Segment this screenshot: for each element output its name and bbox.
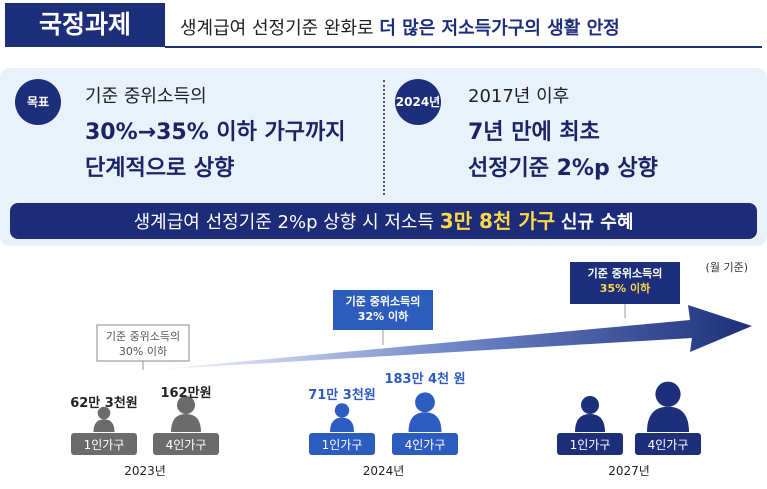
banner-suffix: 신규 수혜 <box>560 212 634 233</box>
year-label: 2023년 <box>124 464 166 478</box>
milestone-line: 7년 만에 최초 <box>468 120 600 145</box>
header-rule <box>165 46 762 48</box>
callout-box <box>570 262 680 304</box>
person-icon <box>177 396 195 414</box>
callout-box <box>333 290 433 330</box>
banner-text: 생계급여 선정기준 2%p 상향 시 저소득 <box>133 212 435 233</box>
year-label: 2024년 <box>363 464 405 478</box>
goal-badge: 목표 <box>15 79 61 125</box>
household-label: 1인가구 <box>84 438 125 452</box>
callout-text: 32% 이하 <box>358 309 409 323</box>
household-label: 1인가구 <box>570 438 611 452</box>
milestone-line: 선정기준 2%p 상향 <box>468 156 658 181</box>
goal-line: 30%→35% 이하 가구까지 <box>85 120 346 145</box>
person-icon <box>655 381 681 407</box>
amount: 62만 3천원 <box>70 395 138 411</box>
household-box <box>153 433 219 455</box>
callout-text: 기준 중위소득의 <box>106 330 180 343</box>
amount: 183만 4천 원 <box>384 371 465 387</box>
household-label: 4인가구 <box>405 438 446 452</box>
household-box <box>635 433 701 455</box>
note: (월 기준) <box>706 261 748 274</box>
person-icon <box>575 414 605 432</box>
milestone-line: 2017년 이후 <box>468 86 570 107</box>
goal-line: 단계적으로 상향 <box>85 156 235 181</box>
divider <box>383 80 385 195</box>
person-icon <box>415 392 435 413</box>
title-text: 생계급여 선정기준 완화로 <box>180 18 374 39</box>
callout-text: 35% 이하 <box>600 281 651 295</box>
title-emphasis: 더 많은 저소득가구의 생활 안정 <box>379 18 620 39</box>
amount: 162만원 <box>160 385 211 401</box>
person-icon <box>408 412 442 432</box>
banner-emphasis: 3만 8천 가구 <box>439 209 556 233</box>
header-badge: 국정과제 <box>5 3 165 47</box>
year-label: 2027년 <box>608 464 650 478</box>
banner: 생계급여 선정기준 2%p 상향 시 저소득 3만 8천 가구 신규 수혜 <box>10 203 757 239</box>
timeline-arrow <box>150 305 752 370</box>
household-box <box>557 433 623 455</box>
person-icon <box>171 414 201 432</box>
person-icon <box>647 406 689 432</box>
household-box <box>71 433 137 455</box>
person-icon <box>581 396 599 414</box>
person-icon <box>93 419 115 432</box>
person-icon <box>330 417 354 432</box>
household-box <box>309 433 375 455</box>
household-label: 1인가구 <box>322 438 363 452</box>
household-box <box>392 433 458 455</box>
callout-text: 기준 중위소득의 <box>588 266 663 280</box>
goal-line: 기준 중위소득의 <box>85 86 207 107</box>
callout-box <box>96 324 190 362</box>
callout-text: 기준 중위소득의 <box>346 294 421 308</box>
person-icon <box>334 403 350 418</box>
amount: 71만 3천원 <box>308 387 376 403</box>
milestone-badge: 2024년 <box>395 79 441 125</box>
header-title: 생계급여 선정기준 완화로 더 많은 저소득가구의 생활 안정 <box>180 14 620 40</box>
person-icon <box>97 406 111 420</box>
household-label: 4인가구 <box>166 438 207 452</box>
household-label: 4인가구 <box>648 438 689 452</box>
callout-text: 30% 이하 <box>119 344 167 358</box>
